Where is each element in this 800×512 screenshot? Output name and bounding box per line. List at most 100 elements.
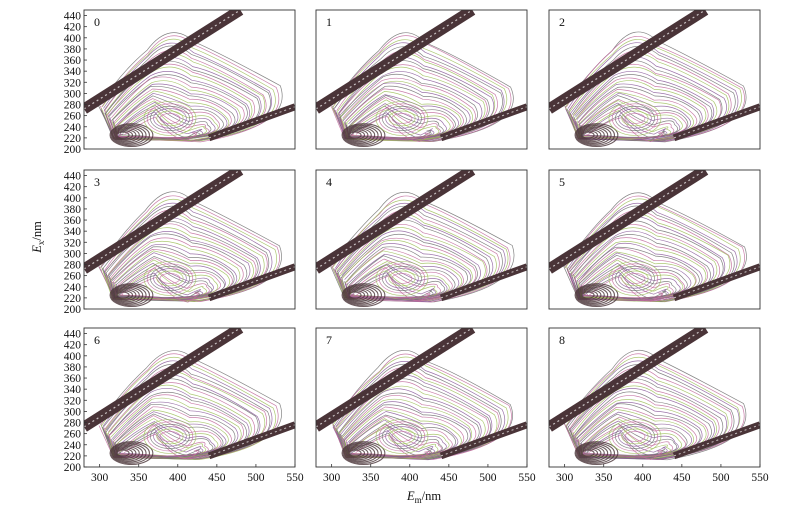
peak-ring bbox=[578, 287, 605, 303]
peak-ring bbox=[347, 448, 366, 458]
peak-ring bbox=[391, 273, 413, 284]
y-tick-label: 200 bbox=[64, 462, 82, 474]
peak-ring bbox=[110, 442, 151, 464]
peak-ring bbox=[608, 261, 662, 296]
y-tick-label: 440 bbox=[64, 171, 82, 183]
x-axis-title-sub: m bbox=[415, 495, 422, 505]
peak-ring bbox=[115, 130, 134, 140]
y-tick-label: 340 bbox=[64, 384, 82, 396]
peak-ring bbox=[347, 130, 366, 140]
x-tick-label: 550 bbox=[751, 472, 769, 484]
peak-ring bbox=[156, 428, 184, 445]
y-tick-label: 360 bbox=[64, 215, 82, 227]
peak-ring bbox=[156, 270, 184, 287]
contour-line bbox=[333, 203, 506, 302]
rayleigh-scatter-band-1 bbox=[549, 328, 709, 432]
panel-frame bbox=[315, 169, 528, 310]
panel-frame bbox=[83, 327, 296, 468]
peak-ring bbox=[113, 127, 140, 143]
peak-ring bbox=[624, 273, 646, 284]
peak-ring bbox=[112, 286, 144, 304]
peak-ring bbox=[578, 127, 605, 143]
peak-ring bbox=[344, 286, 376, 304]
y-tick-label: 220 bbox=[64, 451, 82, 463]
peak-ring bbox=[618, 108, 652, 129]
y-axis-title-sub: x bbox=[36, 240, 46, 245]
x-tick-label: 450 bbox=[208, 472, 226, 484]
peak-ring bbox=[579, 129, 602, 142]
y-tick-label: 200 bbox=[64, 304, 82, 316]
panel-1: 1 bbox=[315, 9, 528, 150]
peak-ring bbox=[580, 290, 599, 300]
peak-ring bbox=[116, 291, 130, 299]
y-tick-label: 400 bbox=[64, 193, 82, 205]
contour-line bbox=[565, 42, 739, 142]
contour-line bbox=[347, 97, 454, 140]
peak-ring bbox=[375, 101, 429, 136]
rayleigh-scatter-band-1 bbox=[84, 10, 244, 114]
peak-ring bbox=[143, 419, 197, 454]
y-tick-label: 260 bbox=[64, 429, 82, 441]
peak-ring bbox=[111, 443, 147, 463]
peak-ring bbox=[342, 124, 383, 146]
contour-line bbox=[564, 198, 741, 303]
panel-2: 2 bbox=[548, 9, 761, 150]
y-tick-label: 220 bbox=[64, 293, 82, 305]
plot-area bbox=[84, 328, 295, 466]
peak-ring bbox=[382, 265, 422, 291]
peak-ring bbox=[375, 261, 429, 296]
peak-ring bbox=[391, 113, 413, 124]
peak-ring bbox=[109, 283, 154, 308]
peak-ring bbox=[575, 124, 616, 146]
y-tick-label: 320 bbox=[64, 395, 82, 407]
peak-ring bbox=[113, 445, 140, 461]
rayleigh-scatter-band-2-texture bbox=[440, 106, 527, 139]
peak-ring bbox=[153, 268, 187, 289]
y-tick-label: 240 bbox=[64, 440, 82, 452]
peak-ring bbox=[611, 103, 659, 134]
contour-line bbox=[348, 272, 436, 300]
peak-ring bbox=[388, 110, 416, 127]
peak-ring bbox=[156, 110, 184, 127]
peak-ring bbox=[146, 103, 194, 134]
peak-ring bbox=[109, 441, 154, 466]
x-tick-label: 350 bbox=[362, 472, 380, 484]
contour-line bbox=[109, 237, 244, 301]
peak-ring bbox=[346, 447, 369, 460]
contour-line bbox=[579, 95, 689, 140]
contour-line bbox=[102, 364, 271, 460]
y-tick-label: 300 bbox=[64, 406, 82, 418]
contour-line bbox=[349, 430, 435, 458]
x-axis-title: Em/nm bbox=[406, 489, 441, 505]
peak-ring bbox=[615, 105, 655, 131]
rayleigh-scatter-band-2-texture bbox=[208, 266, 295, 299]
panel-label: 8 bbox=[559, 333, 565, 347]
panel-label: 1 bbox=[326, 15, 332, 29]
contour-line bbox=[331, 39, 508, 142]
peak-ring bbox=[574, 441, 619, 466]
peak-ring bbox=[344, 444, 376, 462]
panel-frame bbox=[548, 9, 761, 150]
peak-ring bbox=[150, 105, 190, 131]
panel-label: 6 bbox=[94, 333, 100, 347]
peak-ring bbox=[111, 285, 147, 305]
rayleigh-scatter-band-1-texture bbox=[84, 328, 241, 428]
peak-ring bbox=[343, 125, 379, 145]
peak-ring bbox=[159, 273, 181, 284]
y-tick-label: 200 bbox=[64, 144, 82, 156]
x-tick-label: 300 bbox=[323, 472, 341, 484]
panel-label: 7 bbox=[326, 333, 332, 347]
peak-ring bbox=[576, 443, 612, 463]
peak-ring bbox=[146, 263, 194, 294]
peak-ring bbox=[153, 426, 187, 447]
peak-ring bbox=[580, 448, 599, 458]
plot-area bbox=[549, 10, 760, 148]
x-tick-label: 400 bbox=[401, 472, 419, 484]
peak-ring bbox=[345, 127, 372, 143]
contour-line bbox=[118, 431, 202, 457]
peak-ring bbox=[618, 268, 652, 289]
peak-ring bbox=[579, 447, 602, 460]
x-tick-label: 300 bbox=[91, 472, 109, 484]
peak-ring bbox=[577, 126, 609, 144]
panel-label: 5 bbox=[559, 175, 565, 189]
